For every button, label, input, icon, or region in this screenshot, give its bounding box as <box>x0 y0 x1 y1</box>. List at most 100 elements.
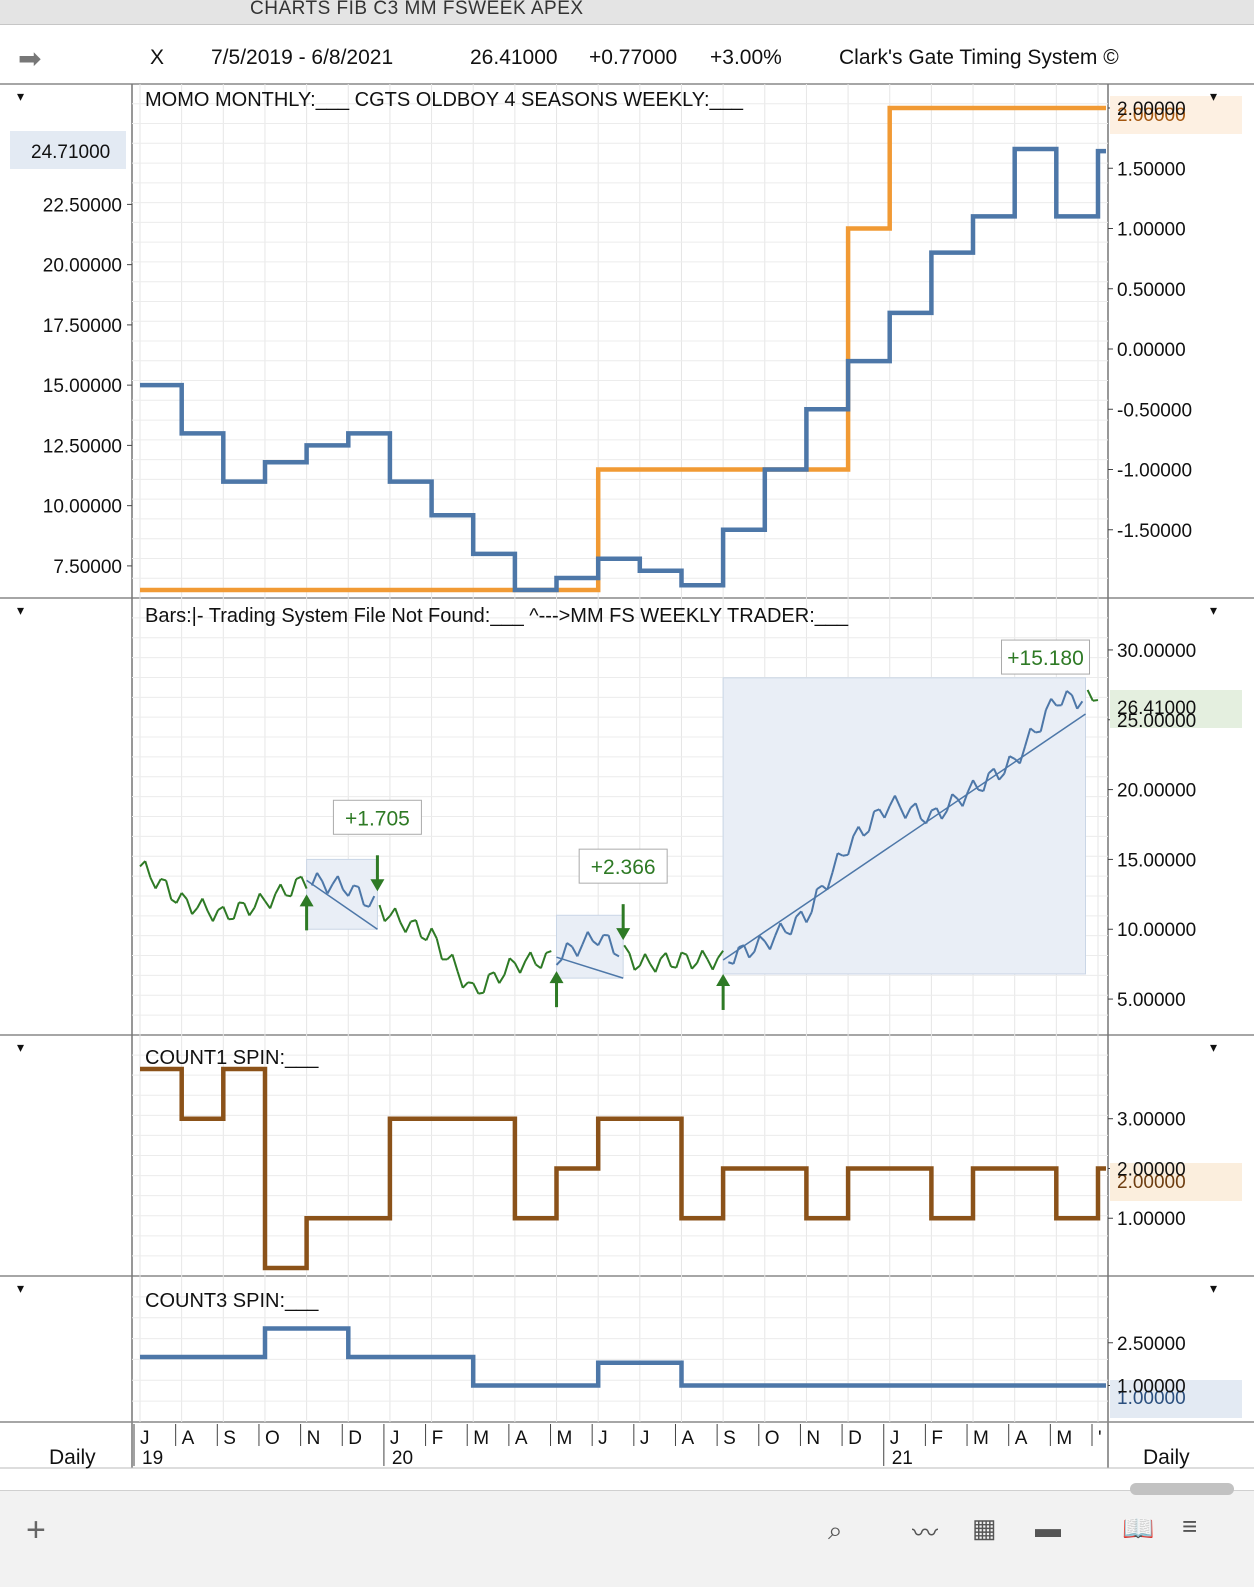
price-bar-segment <box>176 893 181 903</box>
add-icon[interactable]: + <box>26 1511 46 1550</box>
trade-zone <box>307 859 378 929</box>
momo-left-tick-label: 15.00000 <box>43 376 122 397</box>
book-icon[interactable]: 📖 <box>1122 1513 1154 1544</box>
price-bar-segment <box>395 908 400 922</box>
price-bar-segment <box>265 901 270 909</box>
month-tick-label: S <box>723 1428 736 1449</box>
momo-left-tick-label: 22.50000 <box>43 195 122 216</box>
price-bar-segment <box>202 899 207 912</box>
price-bar-segment <box>473 983 478 994</box>
month-tick-label: N <box>307 1428 321 1449</box>
month-tick-label: N <box>806 1428 820 1449</box>
panel-menu-triangle-icon: ▾ <box>1210 1039 1217 1055</box>
price-bar-segment <box>156 879 161 889</box>
price-bar-segment <box>249 908 254 916</box>
price-bar-segment <box>281 884 286 895</box>
month-tick-label: A <box>182 1428 195 1449</box>
price-bar-segment <box>166 880 171 899</box>
price-tick-label: 10.00000 <box>1117 920 1196 941</box>
price-bar-segment <box>380 905 385 921</box>
count1-tick-label: 2.00000 <box>1117 1159 1186 1180</box>
price-bar-segment <box>1088 690 1093 701</box>
price-bar-segment <box>150 878 155 889</box>
horizontal-scrollbar[interactable] <box>1130 1483 1234 1495</box>
month-tick-label: J <box>890 1428 900 1449</box>
price-bar-segment <box>702 950 707 959</box>
price-bar-segment <box>197 899 202 908</box>
period-right[interactable]: Daily <box>1143 1446 1190 1469</box>
price-bar-segment <box>692 963 697 969</box>
price-bar-segment <box>223 907 228 920</box>
bottom-toolbar: + ⌕ 〰 ▦ ▬ 📖 ≡ <box>0 1490 1254 1587</box>
panel-menu-triangle-icon: ▾ <box>17 88 24 104</box>
price-bar-segment <box>484 975 489 993</box>
count1-panel-label: COUNT1 SPIN:___ <box>145 1047 319 1069</box>
momo-right-tick-label: 2.00000 <box>1117 99 1186 120</box>
price-bar-segment <box>145 861 150 878</box>
trade-bar-segment <box>1036 732 1041 733</box>
price-bar-segment <box>187 899 192 914</box>
price-panel-label: Bars:|- Trading System File Not Found:__… <box>145 605 849 627</box>
line-chart-icon[interactable]: 〰 <box>912 1513 938 1550</box>
momo-right-tick-label: 0.00000 <box>1117 340 1186 361</box>
price-bar-segment <box>260 893 265 900</box>
price-bar-segment <box>468 982 473 983</box>
price-bar-segment <box>666 953 671 967</box>
month-tick-label: O <box>765 1428 780 1449</box>
count1-tick-label: 3.00000 <box>1117 1110 1186 1131</box>
trade-bar-segment <box>843 855 848 856</box>
price-bar-segment <box>458 971 463 987</box>
price-bar-segment <box>708 959 713 969</box>
price-bar-segment <box>192 908 197 914</box>
price-bar-segment <box>234 902 239 918</box>
price-bar-segment <box>406 922 411 933</box>
month-tick-label: A <box>515 1428 528 1449</box>
price-bar-segment <box>697 950 702 963</box>
price-bar-segment <box>239 902 244 903</box>
panel-menu-triangle-icon: ▾ <box>1210 1280 1217 1296</box>
price-bar-segment <box>244 903 249 915</box>
price-tick-label: 30.00000 <box>1117 641 1196 662</box>
momo-right-tick-label: 1.50000 <box>1117 159 1186 180</box>
month-tick-label: J <box>140 1428 150 1449</box>
price-bar-segment <box>687 955 692 969</box>
month-tick-label: J <box>598 1428 608 1449</box>
price-tick-label: 5.00000 <box>1117 990 1186 1011</box>
year-tick-label: 21 <box>892 1448 913 1469</box>
price-tick-label: 20.00000 <box>1117 781 1196 802</box>
count3-panel-label: COUNT3 SPIN:___ <box>145 1290 319 1312</box>
month-tick-label: D <box>348 1428 362 1449</box>
count1-spin-series-line <box>140 1069 1106 1268</box>
month-tick-label: F <box>931 1428 943 1449</box>
price-bar-segment <box>655 959 660 972</box>
momo-right-tick-label: -1.50000 <box>1117 521 1192 542</box>
search-icon[interactable]: ⌕ <box>828 1515 843 1547</box>
menu-icon[interactable]: ≡ <box>1182 1511 1197 1542</box>
momo-right-tick-label: -0.50000 <box>1117 400 1192 421</box>
momo-left-tick-label: 12.50000 <box>43 436 122 457</box>
month-tick-label: ' <box>1098 1428 1102 1449</box>
month-tick-label: M <box>1056 1428 1072 1449</box>
panel-menu-triangle-icon: ▾ <box>1210 602 1217 618</box>
price-bar-segment <box>390 908 395 916</box>
count3-spin-series-line <box>140 1329 1106 1386</box>
month-tick-label: A <box>1015 1428 1028 1449</box>
period-left[interactable]: Daily <box>49 1446 96 1469</box>
year-tick-label: 19 <box>142 1448 163 1469</box>
grid-icon[interactable]: ▦ <box>972 1513 997 1544</box>
year-tick-label: 20 <box>392 1448 413 1469</box>
price-bar-segment <box>525 952 530 961</box>
price-bar-segment <box>676 952 681 967</box>
momo-monthly-series-line <box>140 149 1106 590</box>
price-bar-segment <box>1093 700 1098 701</box>
price-bar-segment <box>530 952 535 964</box>
month-tick-label: F <box>432 1428 444 1449</box>
month-tick-label: O <box>265 1428 280 1449</box>
month-tick-label: M <box>973 1428 989 1449</box>
layout-icon[interactable]: ▬ <box>1035 1513 1061 1544</box>
momo-left-tick-label: 7.50000 <box>53 557 122 578</box>
trade-profit-label: +1.705 <box>345 807 410 830</box>
panel-menu-triangle-icon: ▾ <box>17 1280 24 1296</box>
